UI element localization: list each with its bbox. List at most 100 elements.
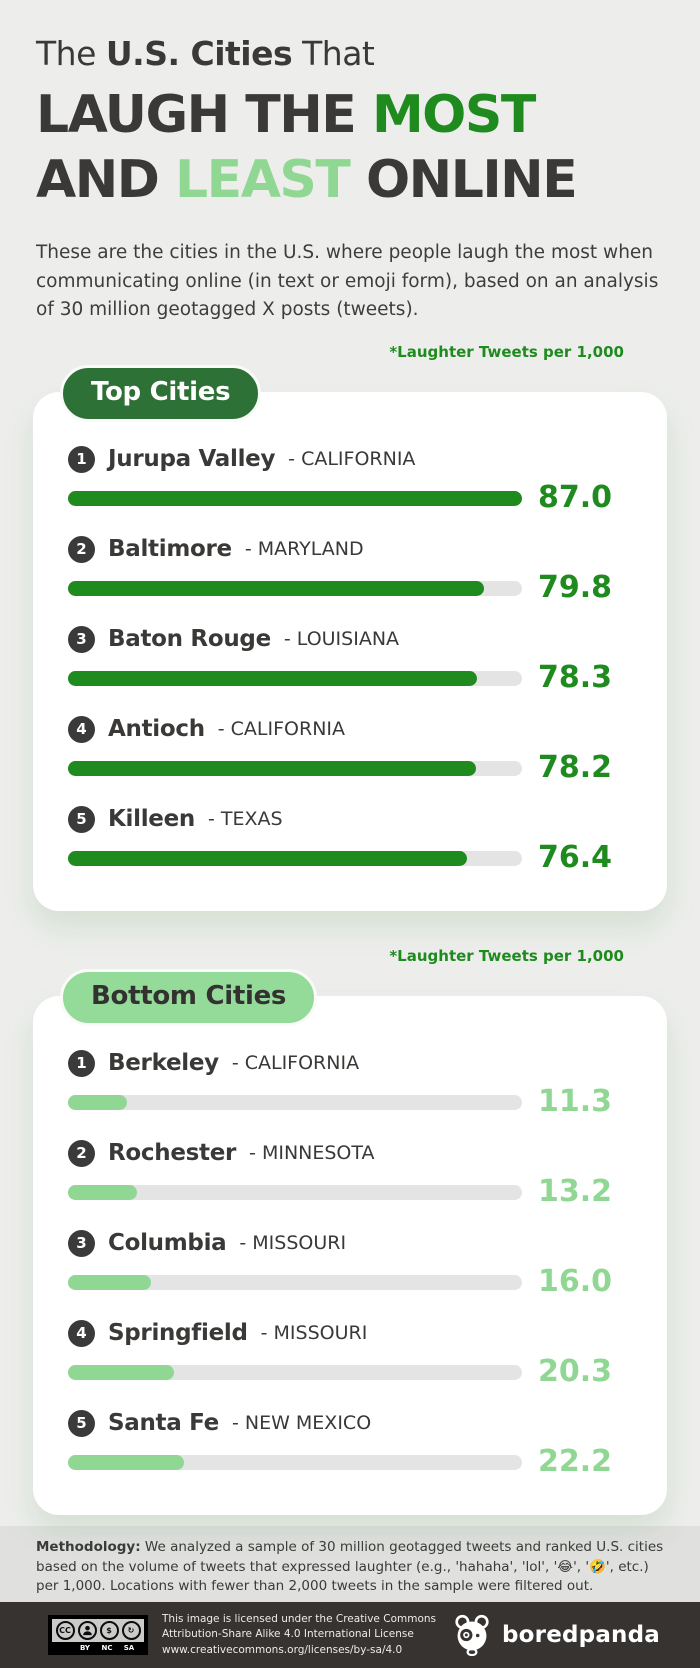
- row-label: 4 Antioch - CALIFORNIA: [68, 714, 634, 744]
- intro-paragraph: These are the cities in the U.S. where p…: [36, 242, 659, 321]
- bar-track: [68, 1184, 522, 1200]
- bar-track: [68, 850, 522, 866]
- methodology-label: Methodology:: [36, 1539, 141, 1555]
- bar-value: 79.8: [538, 570, 613, 606]
- bar-row: 79.8: [68, 573, 634, 603]
- title-line2: LAUGH THE MOST: [36, 83, 664, 148]
- bar-value: 22.2: [538, 1444, 613, 1480]
- title-online: ONLINE: [349, 150, 578, 210]
- table-row: 3 Baton Rouge - LOUISIANA 78.3: [68, 624, 634, 693]
- bar-row: 76.4: [68, 843, 634, 873]
- rank-badge: 5: [68, 1409, 95, 1437]
- rank-badge: 3: [68, 625, 95, 653]
- bar-fill: [68, 670, 477, 686]
- bar-value: 76.4: [538, 840, 613, 876]
- bar-value: 78.3: [538, 660, 613, 696]
- rank-badge: 4: [68, 715, 95, 743]
- city-name: Santa Fe: [108, 1410, 219, 1437]
- table-row: 5 Killeen - TEXAS 76.4: [68, 804, 634, 873]
- unit-note-bottom: *Laughter Tweets per 1,000: [389, 947, 624, 966]
- title-us-cities: U.S. Cities: [105, 34, 293, 73]
- bottom-cities-badge: Bottom Cities: [60, 969, 318, 1027]
- row-label: 3 Columbia - MISSOURI: [68, 1228, 634, 1258]
- top-cities-badge: Top Cities: [60, 365, 262, 423]
- bar-row: 22.2: [68, 1447, 634, 1477]
- row-label: 1 Berkeley - CALIFORNIA: [68, 1048, 634, 1078]
- city-name: Antioch: [108, 716, 205, 743]
- table-row: 2 Rochester - MINNESOTA 13.2: [68, 1138, 634, 1207]
- cc-label-sa: SA: [123, 1644, 135, 1652]
- bar-fill: [68, 1364, 174, 1380]
- rank-badge: 5: [68, 805, 95, 833]
- table-row: 4 Springfield - MISSOURI 20.3: [68, 1318, 634, 1387]
- footer-bar: CC $ ↻ BY NC SA This image is licensed u…: [0, 1602, 700, 1668]
- bar-track: [68, 1094, 522, 1110]
- bar-fill: [68, 490, 522, 506]
- rank-badge: 4: [68, 1319, 95, 1347]
- row-label: 5 Killeen - TEXAS: [68, 804, 634, 834]
- license-url: www.creativecommons.org/licenses/by-sa/4…: [162, 1643, 403, 1656]
- city-name: Baton Rouge: [108, 626, 271, 653]
- cc-label-empty: [52, 1644, 74, 1652]
- top-cities-section: *Laughter Tweets per 1,000 Top Cities 1 …: [0, 343, 700, 912]
- row-label: 2 Baltimore - MARYLAND: [68, 534, 634, 564]
- cc-icon: CC: [55, 1621, 75, 1640]
- bar-value: 16.0: [538, 1264, 613, 1300]
- city-name: Springfield: [108, 1320, 248, 1347]
- bar-track: [68, 670, 522, 686]
- header: The U.S. Cities That LAUGH THE MOST AND …: [0, 0, 700, 213]
- bar-fill: [68, 580, 485, 596]
- title-that: That: [292, 34, 375, 73]
- bar-row: 78.3: [68, 663, 634, 693]
- row-label: 4 Springfield - MISSOURI: [68, 1318, 634, 1348]
- rank-badge: 3: [68, 1229, 95, 1257]
- unit-note-top: *Laughter Tweets per 1,000: [389, 343, 624, 362]
- panda-icon: [455, 1614, 489, 1656]
- bar-row: 11.3: [68, 1087, 634, 1117]
- title-laugh-the: LAUGH THE: [36, 85, 372, 145]
- brand-wordmark: boredpanda: [501, 1622, 660, 1648]
- state-name: - NEW MEXICO: [231, 1412, 372, 1435]
- bar-track: [68, 1454, 522, 1470]
- bar-row: 78.2: [68, 753, 634, 783]
- top-cities-card: 1 Jurupa Valley - CALIFORNIA 87.0 2 Balt…: [33, 392, 667, 912]
- row-label: 3 Baton Rouge - LOUISIANA: [68, 624, 634, 654]
- cc-labels-row: BY NC SA: [52, 1644, 144, 1652]
- rank-badge: 2: [68, 535, 95, 563]
- city-name: Jurupa Valley: [108, 446, 276, 473]
- bar-track: [68, 760, 522, 776]
- bar-value: 20.3: [538, 1354, 613, 1390]
- bar-row: 87.0: [68, 483, 634, 513]
- state-name: - LOUISIANA: [283, 628, 400, 651]
- bar-track: [68, 580, 522, 596]
- rank-badge: 1: [68, 1049, 95, 1077]
- row-label: 1 Jurupa Valley - CALIFORNIA: [68, 444, 634, 474]
- boredpanda-logo: boredpanda: [451, 1614, 660, 1656]
- license-line2: Attribution-Share Alike 4.0 Internationa…: [162, 1628, 414, 1641]
- table-row: 1 Jurupa Valley - CALIFORNIA 87.0: [68, 444, 634, 513]
- state-name: - MARYLAND: [244, 538, 364, 561]
- methodology-text: We analyzed a sample of 30 million geota…: [36, 1539, 664, 1595]
- city-name: Columbia: [108, 1230, 227, 1257]
- city-name: Baltimore: [108, 536, 232, 563]
- table-row: 3 Columbia - MISSOURI 16.0: [68, 1228, 634, 1297]
- license-line1: This image is licensed under the Creativ…: [162, 1613, 436, 1626]
- state-name: - MISSOURI: [239, 1232, 347, 1255]
- cc-icons-row: CC $ ↻: [52, 1619, 144, 1642]
- license-text: This image is licensed under the Creativ…: [162, 1612, 436, 1658]
- methodology-note: Methodology: We analyzed a sample of 30 …: [0, 1526, 700, 1602]
- row-label: 2 Rochester - MINNESOTA: [68, 1138, 634, 1168]
- rank-badge: 1: [68, 445, 95, 473]
- cc-by-person-icon: [77, 1621, 97, 1640]
- bar-row: 16.0: [68, 1267, 634, 1297]
- table-row: 5 Santa Fe - NEW MEXICO 22.2: [68, 1408, 634, 1477]
- title-least: LEAST: [175, 150, 351, 210]
- bar-fill: [68, 850, 467, 866]
- page-title-line1: The U.S. Cities That: [36, 34, 664, 73]
- bar-fill: [68, 1184, 137, 1200]
- state-name: - CALIFORNIA: [288, 448, 416, 471]
- bar-fill: [68, 1454, 184, 1470]
- bar-value: 13.2: [538, 1174, 613, 1210]
- bar-value: 87.0: [538, 480, 613, 516]
- state-name: - CALIFORNIA: [231, 1052, 360, 1075]
